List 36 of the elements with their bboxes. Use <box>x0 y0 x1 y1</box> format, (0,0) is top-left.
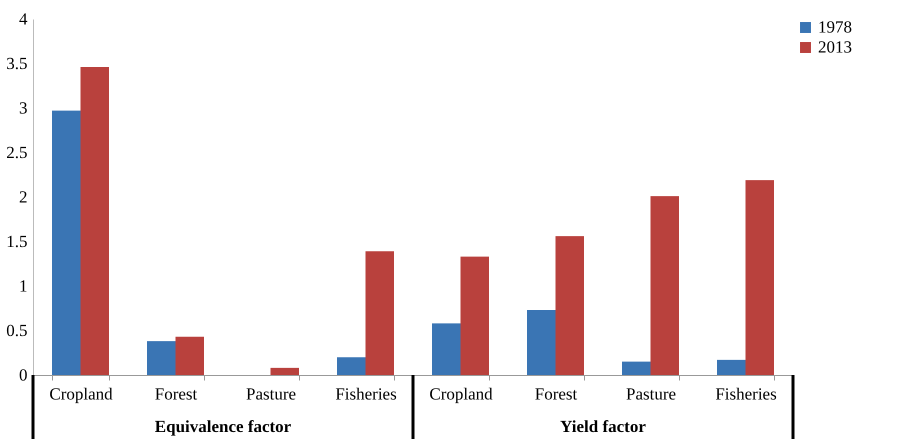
bar <box>556 236 584 375</box>
bar <box>622 362 650 375</box>
y-tick-label: 3 <box>19 98 28 118</box>
text: Yield factor <box>560 417 646 436</box>
x-tick-label: Forest <box>154 384 198 404</box>
x-tick-label: Fisheries <box>335 384 397 404</box>
bar <box>746 180 774 375</box>
y-tick-label: 0.5 <box>6 321 28 340</box>
bar <box>52 110 80 375</box>
bar <box>366 251 394 375</box>
x-tick-label: Forest <box>534 384 578 404</box>
x-tick-label: Pasture <box>246 384 296 404</box>
x-tick-label: Cropland <box>49 384 114 404</box>
legend-label: 2013 <box>818 38 852 56</box>
y-tick-label: 1 <box>19 276 28 296</box>
bar <box>270 368 299 375</box>
y-tick-label: 2 <box>19 188 28 206</box>
bar <box>432 323 460 375</box>
y-tick-label: 3.5 <box>6 54 28 73</box>
y-tick-label: 0 <box>19 366 28 384</box>
legend-label: 1978 <box>818 18 852 36</box>
x-tick-label: Pasture <box>626 384 676 404</box>
bar <box>80 67 109 375</box>
y-tick-label: 2.5 <box>6 143 28 162</box>
bar <box>337 357 366 375</box>
x-tick-label: Cropland <box>429 384 494 404</box>
bar <box>460 256 489 375</box>
x-tick-label: Fisheries <box>715 384 777 404</box>
y-tick-label: 1.5 <box>6 232 28 251</box>
bar <box>527 310 556 375</box>
bar <box>717 360 746 375</box>
bar <box>147 341 176 375</box>
bar <box>176 336 204 375</box>
text: Equivalence factor <box>154 417 292 436</box>
bar <box>650 196 679 375</box>
y-tick-label: 4 <box>19 10 28 28</box>
